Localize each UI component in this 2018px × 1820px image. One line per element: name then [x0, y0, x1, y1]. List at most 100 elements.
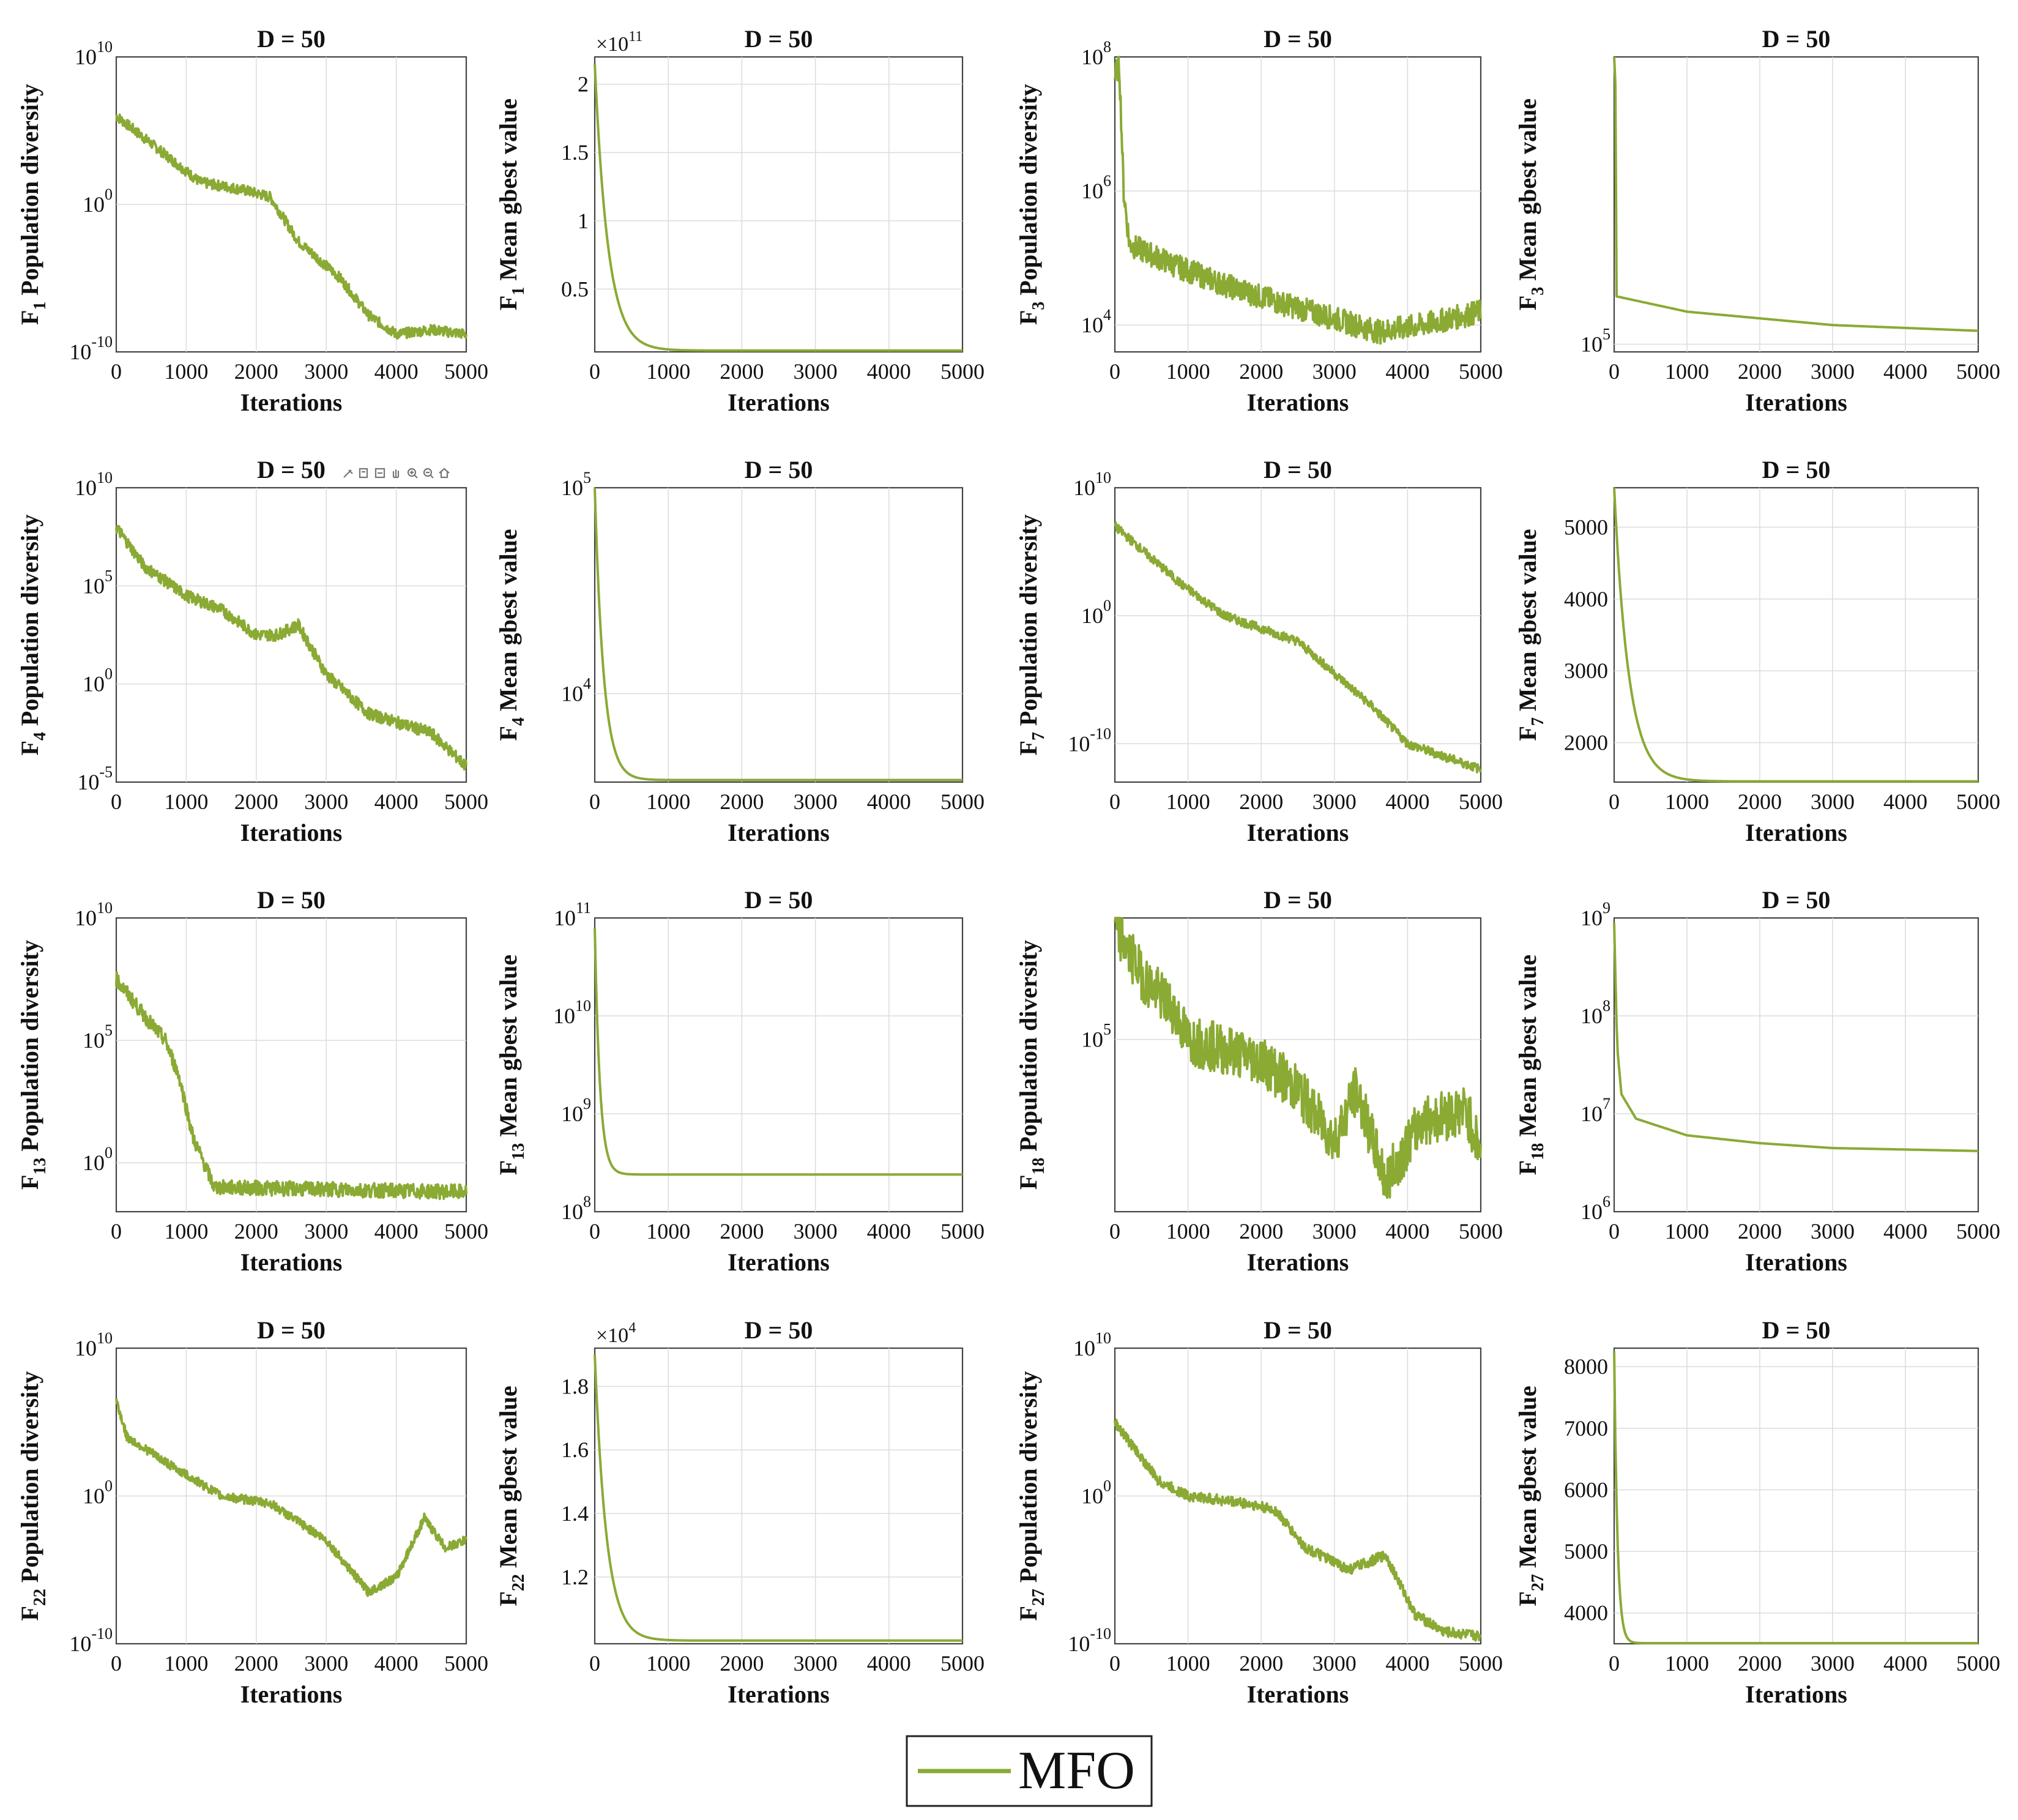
data-tip-icon[interactable]	[359, 468, 368, 479]
chart-title: D = 50	[257, 1316, 326, 1344]
x-tick-label: 1000	[1665, 1219, 1709, 1244]
chart-title: D = 50	[1264, 1316, 1332, 1344]
series-line-mfo	[115, 971, 467, 1201]
x-tick-label: 0	[111, 789, 122, 814]
series-line-mfo	[594, 64, 962, 352]
plot-area	[1613, 56, 1979, 353]
chart-title: D = 50	[1762, 456, 1831, 483]
series-line-mfo	[1613, 1351, 1978, 1644]
y-tick-label: 1	[578, 209, 589, 233]
x-tick-label: 0	[1109, 1219, 1120, 1244]
plot-area	[594, 56, 964, 353]
x-tick-label: 3000	[304, 1219, 348, 1244]
chart-title: D = 50	[745, 886, 813, 914]
x-tick-label: 4000	[867, 359, 911, 384]
hand-icon[interactable]	[392, 469, 400, 479]
y-tick-label: 4000	[1564, 1601, 1608, 1625]
series-line-mfo	[1114, 521, 1482, 774]
chart-8: 0 1000 2000 3000 4000 5000 2000 3000 4000 5000 D =…	[1514, 456, 2000, 846]
y-tick-label: 1.4	[561, 1501, 589, 1526]
y-tick-label: 4000	[1564, 587, 1608, 611]
x-axis-label: Iterations	[1745, 1248, 1847, 1276]
y-tick-label: 1.6	[561, 1438, 589, 1462]
y-axis-label: F27 Mean gbest value	[1514, 1386, 1547, 1606]
x-tick-label: 0	[111, 1219, 122, 1244]
series-line-mfo	[115, 1398, 467, 1597]
x-tick-label: 4000	[374, 359, 419, 384]
x-tick-label: 2000	[1738, 359, 1782, 384]
y-tick-label: 2	[578, 72, 589, 97]
chart-title: D = 50	[745, 456, 813, 483]
y-tick-label: 5000	[1564, 1539, 1608, 1564]
plot-area	[1114, 917, 1482, 1213]
x-axis-label: Iterations	[240, 1248, 343, 1276]
x-axis-label: Iterations	[1247, 1680, 1349, 1708]
x-axis-label: Iterations	[240, 1680, 343, 1708]
chart-title: D = 50	[1762, 25, 1831, 53]
x-tick-label: 3000	[1312, 789, 1357, 814]
x-tick-label: 3000	[1811, 1651, 1855, 1676]
chart-title: D = 50	[745, 25, 813, 53]
x-tick-label: 5000	[940, 789, 985, 814]
x-tick-label: 0	[111, 1651, 122, 1676]
x-tick-label: 3000	[1811, 1219, 1855, 1244]
x-tick-label: 0	[589, 789, 600, 814]
x-tick-label: 2000	[720, 789, 764, 814]
x-tick-label: 2000	[1738, 1651, 1782, 1676]
x-tick-label: 5000	[1459, 359, 1503, 384]
x-tick-label: 1000	[164, 789, 208, 814]
x-tick-label: 1000	[1665, 1651, 1709, 1676]
series-line-mfo	[1114, 917, 1482, 1199]
x-tick-label: 3000	[1312, 1219, 1357, 1244]
legend: MFO	[906, 1735, 1153, 1807]
series-line-mfo	[594, 487, 962, 781]
pan-icon[interactable]	[374, 468, 385, 479]
y-tick-label: 0.5	[561, 277, 589, 301]
series-line-mfo	[115, 524, 467, 771]
x-tick-label: 2000	[234, 789, 278, 814]
x-tick-label: 2000	[720, 1219, 764, 1244]
x-tick-label: 5000	[1459, 1219, 1503, 1244]
x-tick-label: 2000	[1239, 1651, 1283, 1676]
zoom-in-icon[interactable]	[407, 468, 418, 479]
zoom-out-icon[interactable]	[423, 468, 434, 479]
x-tick-label: 0	[1109, 1651, 1120, 1676]
y-tick-label: 8000	[1564, 1354, 1608, 1379]
x-axis-label: Iterations	[728, 389, 830, 416]
x-tick-label: 3000	[794, 359, 838, 384]
x-tick-label: 1000	[1166, 1219, 1210, 1244]
x-tick-label: 1000	[164, 1219, 208, 1244]
chart-title: D = 50	[257, 886, 326, 914]
x-tick-label: 3000	[1811, 789, 1855, 814]
x-axis-label: Iterations	[1247, 389, 1349, 416]
series-line-mfo	[1114, 56, 1482, 345]
x-tick-label: 4000	[1385, 359, 1429, 384]
x-tick-label: 3000	[794, 789, 838, 814]
x-tick-label: 3000	[794, 1219, 838, 1244]
x-tick-label: 1000	[1665, 789, 1709, 814]
x-tick-label: 1000	[646, 1219, 690, 1244]
y-tick-label: 1.2	[561, 1565, 589, 1589]
x-tick-label: 5000	[940, 1219, 985, 1244]
plot-area	[594, 487, 964, 783]
x-tick-label: 5000	[444, 1651, 488, 1676]
x-tick-label: 5000	[1956, 1219, 2000, 1244]
x-tick-label: 5000	[1956, 359, 2000, 384]
home-icon[interactable]	[439, 468, 450, 479]
brush-icon[interactable]	[343, 469, 353, 478]
x-axis-label: Iterations	[1247, 819, 1349, 846]
x-tick-label: 4000	[374, 789, 419, 814]
x-tick-label: 4000	[1385, 1651, 1429, 1676]
x-axis-label: Iterations	[1745, 1680, 1847, 1708]
y-tick-label: 7000	[1564, 1416, 1608, 1441]
x-tick-label: 5000	[444, 359, 488, 384]
chart-title: D = 50	[257, 456, 326, 483]
axes-toolbar[interactable]	[343, 468, 450, 479]
x-tick-label: 3000	[1811, 359, 1855, 384]
